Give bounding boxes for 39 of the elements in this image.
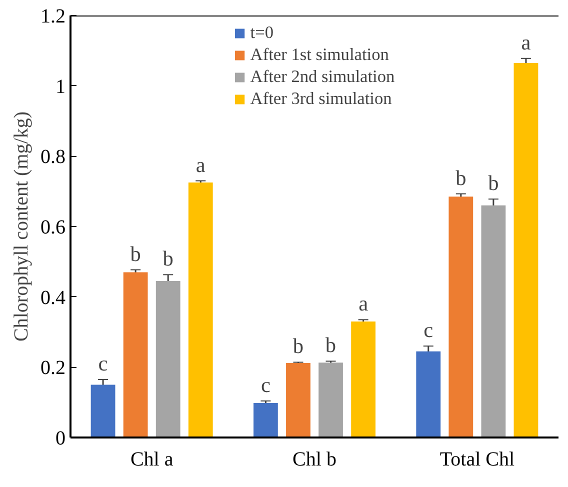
bar — [90, 384, 116, 438]
y-tick-label: 0.6 — [40, 216, 66, 238]
legend-label: After 1st simulation — [250, 45, 389, 65]
y-tick-label: 1 — [56, 76, 66, 98]
bar — [286, 362, 310, 438]
y-tick-label: 1.2 — [40, 6, 66, 28]
bar — [514, 62, 538, 438]
annotation: a — [358, 292, 369, 316]
annotation: c — [424, 318, 434, 342]
annotation: c — [98, 351, 108, 376]
bar — [481, 205, 506, 438]
y-tick-label: 0 — [56, 428, 66, 450]
bar — [351, 321, 376, 438]
bar — [123, 272, 148, 438]
legend-label: After 3rd simulation — [250, 89, 392, 109]
legend-label: After 2nd simulation — [250, 67, 395, 87]
bar — [156, 281, 180, 438]
x-tick-label: Chl b — [292, 448, 336, 470]
y-tick-label: 0.2 — [40, 357, 66, 380]
bar — [254, 403, 278, 438]
bar — [416, 351, 441, 438]
annotation: b — [488, 171, 499, 196]
x-tick-label: Total Chl — [440, 448, 515, 470]
y-tick-label: 0.4 — [40, 286, 66, 309]
x-tick-label: Chl a — [130, 448, 174, 470]
legend-label: t=0 — [250, 23, 274, 43]
bar — [318, 362, 343, 438]
bar — [188, 182, 213, 438]
annotation: c — [260, 372, 270, 397]
annotation: b — [325, 333, 336, 358]
annotation: b — [130, 242, 141, 266]
y-tick-label: 0.8 — [40, 146, 66, 168]
annotation: b — [456, 166, 466, 190]
annotation: b — [292, 334, 304, 358]
annotation: b — [162, 246, 174, 271]
annotation: a — [196, 152, 206, 177]
annotation: a — [521, 30, 532, 54]
y-axis-title: Chlorophyll content (mg/kg) — [10, 112, 32, 342]
bar — [448, 196, 474, 438]
